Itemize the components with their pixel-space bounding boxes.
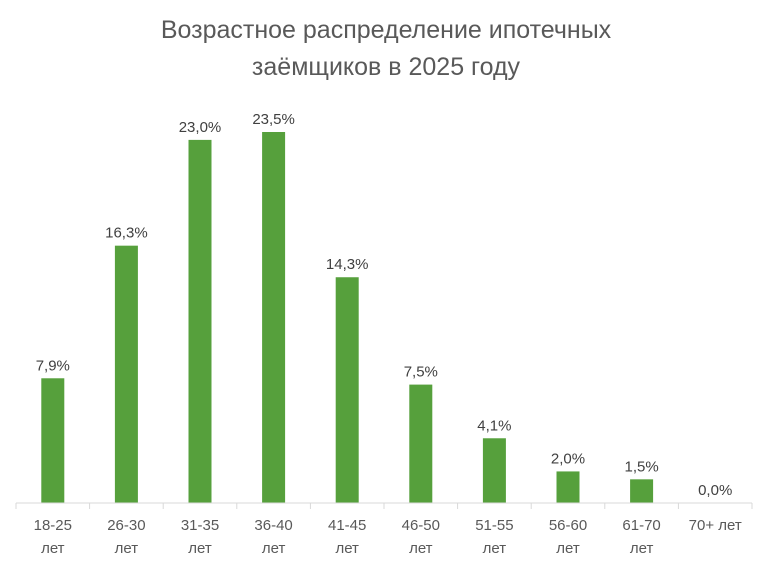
x-tick-label: лет [262, 540, 286, 557]
x-tick-label: лет [409, 540, 433, 557]
bar [41, 378, 65, 503]
x-tick-label: лет [556, 540, 580, 557]
bar [556, 471, 580, 503]
x-tick-label: лет [115, 540, 139, 557]
value-labels-group: 7,9% 16,3% 23,0% 23,5% 14,3% 7,5% 4,1% 2,0% 1,5%… [36, 111, 733, 499]
x-tick-label: 56-60 [549, 517, 587, 534]
x-tick-label: лет [188, 540, 212, 557]
bar [188, 139, 212, 503]
x-tick-label: 36-40 [254, 517, 292, 534]
bar-value-label: 0,0% [698, 482, 732, 499]
x-tick-label: лет [335, 540, 359, 557]
bar [262, 132, 286, 503]
x-tick-label: 46-50 [402, 517, 440, 534]
chart-title-line-1: Возрастное распределение ипотечных [161, 16, 612, 44]
bar-value-label: 4,1% [477, 417, 511, 434]
x-axis-ticks [15, 503, 753, 509]
x-tick-label: лет [41, 540, 65, 557]
x-tick-label: 51-55 [475, 517, 513, 534]
bar [409, 384, 433, 503]
bar-value-label: 16,3% [105, 225, 148, 242]
x-tick-label: лет [630, 540, 654, 557]
bar [335, 277, 359, 503]
bar-value-label: 23,0% [179, 119, 222, 136]
x-tick-label: 26-30 [107, 517, 145, 534]
bar-value-label: 14,3% [326, 256, 369, 273]
bar-value-label: 1,5% [624, 458, 658, 475]
chart-title: Возрастное распределение ипотечных заёмщ… [161, 16, 612, 81]
x-axis-tick-labels: 18-25 лет 26-30 лет 31-35 лет 36-40 лет 41-45 лет… [34, 517, 742, 557]
bar [114, 245, 138, 504]
bar-value-label: 7,5% [404, 364, 438, 381]
bar [482, 438, 506, 503]
x-tick-label: 70+ лет [689, 517, 742, 534]
bars-group [41, 132, 654, 504]
bar-value-label: 7,9% [36, 357, 70, 374]
x-tick-label: лет [483, 540, 507, 557]
x-tick-label: 61-70 [622, 517, 660, 534]
bar-value-label: 2,0% [551, 450, 585, 467]
x-tick-label: 31-35 [181, 517, 219, 534]
chart-title-line-2: заёмщиков в 2025 году [252, 53, 521, 81]
x-tick-label: 18-25 [34, 517, 72, 534]
bar [630, 479, 654, 503]
x-tick-label: 41-45 [328, 517, 366, 534]
bar-value-label: 23,5% [252, 111, 295, 128]
